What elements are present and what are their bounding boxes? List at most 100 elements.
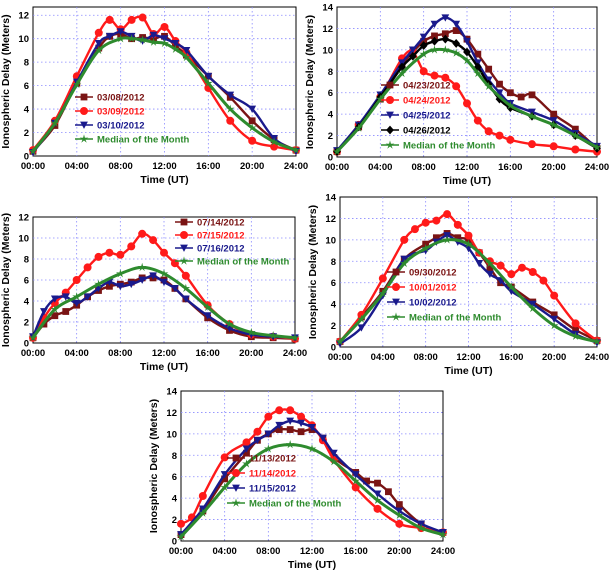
x-tick-label: 04:00 — [368, 162, 392, 173]
data-point — [495, 94, 504, 104]
data-point — [518, 263, 527, 272]
legend-entry: 09/30/2012 — [409, 268, 457, 279]
data-point — [373, 504, 382, 513]
data-point — [484, 81, 494, 91]
data-point — [297, 412, 306, 421]
x-tick-label: 08:00 — [109, 161, 133, 172]
legend-entry: 11/13/2012 — [249, 454, 296, 465]
y-tick-label: 0 — [24, 339, 29, 350]
legend: 03/08/2012 03/09/2012 03/10/2012 Median of … — [75, 93, 190, 146]
data-point — [495, 89, 504, 97]
y-tick-label: 8 — [328, 67, 333, 78]
data-point — [28, 333, 38, 342]
data-point — [463, 37, 471, 46]
data-point — [571, 319, 580, 328]
data-point — [220, 471, 229, 479]
data-point — [507, 270, 516, 279]
data-point — [329, 457, 339, 466]
data-point — [50, 295, 59, 303]
x-axis-label: Time (UT) — [444, 365, 492, 377]
legend-marker — [232, 454, 240, 462]
data-point — [375, 94, 385, 103]
y-tick-label: 6 — [172, 472, 177, 483]
y-tick-label: 12 — [325, 214, 336, 225]
legend-marker — [180, 244, 188, 252]
data-point — [373, 495, 382, 505]
x-tick-label: 08:00 — [108, 348, 132, 359]
legend-marker — [386, 81, 394, 89]
x-tick-label: 16:00 — [498, 162, 522, 173]
y-tick-label: 8 — [24, 255, 29, 266]
data-point — [242, 459, 251, 468]
data-point — [463, 99, 471, 108]
chart-panel-2: 00:00 04:00 08:00 12:00 16:00 20:00 24:00 0 2 4 6 8… — [304, 3, 609, 188]
x-tick-label: 16:00 — [499, 352, 523, 363]
data-point — [441, 14, 450, 22]
data-point — [203, 78, 213, 87]
data-point — [198, 508, 208, 517]
data-point — [486, 264, 494, 272]
y-axis-label: Ionospheric Delay (Meters) — [148, 399, 160, 533]
data-point — [72, 292, 82, 301]
y-tick-label: 12 — [18, 11, 29, 22]
data-point — [221, 475, 229, 483]
legend-entry: 04/24/2012 — [403, 96, 451, 107]
x-tick-label: 24:00 — [283, 348, 307, 359]
y-tick-label: 2 — [24, 128, 29, 139]
legend-entry: Median of the Month — [403, 141, 496, 152]
legend-marker — [180, 218, 188, 226]
legend-marker — [79, 134, 89, 143]
data-point — [474, 50, 482, 58]
x-tick-label: 04:00 — [65, 161, 89, 172]
x-tick-label: 00:00 — [325, 162, 349, 173]
data-point — [220, 482, 230, 492]
data-point — [116, 250, 125, 259]
data-point — [441, 30, 449, 38]
data-point — [94, 252, 103, 261]
data-point — [486, 270, 494, 279]
y-tick-label: 8 — [331, 257, 336, 268]
data-point — [225, 104, 235, 113]
data-point — [225, 319, 234, 328]
data-point — [62, 308, 70, 315]
data-point — [378, 274, 387, 283]
x-tick-label: 16:00 — [196, 348, 220, 359]
data-point — [549, 320, 559, 330]
data-point — [105, 15, 114, 24]
legend-marker — [179, 256, 189, 265]
x-axis-label: Time (UT) — [443, 175, 491, 187]
x-tick-label: 24:00 — [585, 352, 609, 363]
data-point — [182, 47, 191, 55]
data-point — [441, 34, 450, 44]
data-point — [220, 453, 229, 462]
y-tick-label: 12 — [322, 24, 333, 35]
x-tick-label: 08:00 — [256, 546, 280, 557]
data-point — [242, 438, 251, 447]
data-point — [72, 299, 81, 307]
data-point — [226, 91, 235, 99]
data-point — [430, 71, 439, 80]
data-point — [419, 33, 428, 41]
legend-marker — [80, 121, 88, 129]
data-point — [116, 282, 125, 291]
data-point — [473, 116, 482, 125]
legend-entry: 07/16/2012 — [197, 244, 245, 255]
y-tick-label: 0 — [328, 153, 333, 164]
data-point — [430, 20, 439, 29]
x-tick-label: 12:00 — [456, 352, 480, 363]
x-tick-label: 00:00 — [328, 352, 352, 363]
data-point — [421, 243, 431, 253]
data-point — [198, 492, 207, 500]
y-tick-label: 10 — [325, 235, 336, 246]
data-point — [408, 51, 417, 61]
data-point — [83, 263, 92, 272]
y-tick-label: 10 — [18, 34, 29, 45]
data-point — [335, 337, 345, 346]
x-tick-label: 20:00 — [542, 162, 566, 173]
data-point — [528, 303, 538, 313]
y-tick-label: 14 — [166, 387, 177, 398]
data-point — [400, 235, 409, 244]
legend-marker — [392, 283, 400, 291]
data-point — [395, 519, 404, 528]
data-point — [127, 34, 136, 43]
